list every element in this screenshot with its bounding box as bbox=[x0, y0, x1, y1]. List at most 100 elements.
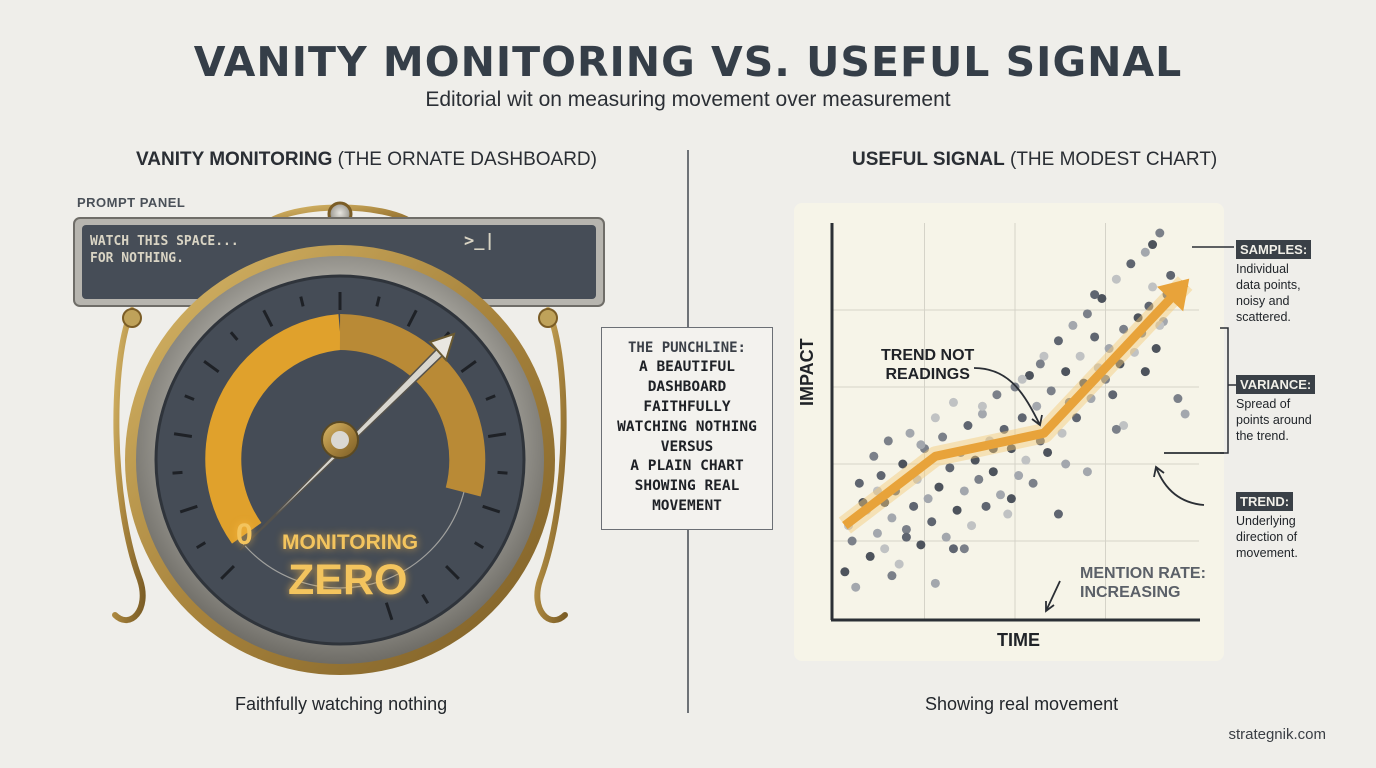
samples-tag: SAMPLES: bbox=[1236, 240, 1312, 259]
right-heading-bold: USEFUL SIGNAL bbox=[852, 149, 1005, 170]
data-point bbox=[1003, 509, 1013, 519]
data-point bbox=[1039, 351, 1049, 361]
data-point bbox=[1053, 336, 1063, 346]
data-point bbox=[948, 544, 958, 554]
data-point bbox=[1014, 471, 1024, 481]
gauge-tick bbox=[375, 296, 381, 307]
data-point bbox=[1108, 390, 1118, 400]
data-point bbox=[952, 505, 962, 515]
data-point bbox=[872, 528, 882, 538]
gauge-zero-mark: 0 bbox=[236, 518, 253, 551]
data-point bbox=[999, 424, 1009, 434]
x-axis-label: TIME bbox=[997, 630, 1040, 650]
gauge-value: ZERO bbox=[288, 556, 408, 604]
data-point bbox=[959, 486, 969, 496]
data-point bbox=[1148, 240, 1158, 250]
gauge-tick bbox=[497, 470, 508, 475]
prompt-panel-label: PROMPT PANEL bbox=[77, 195, 186, 210]
data-point bbox=[901, 532, 911, 542]
data-point bbox=[847, 536, 857, 546]
data-point bbox=[1017, 374, 1027, 384]
data-point bbox=[1082, 309, 1092, 319]
data-point bbox=[840, 567, 850, 577]
data-point bbox=[967, 521, 977, 531]
rate-callout-arrow bbox=[1045, 580, 1061, 613]
data-point bbox=[865, 551, 875, 561]
data-point bbox=[851, 582, 861, 592]
variance-annotation: VARIANCE: Spread of points around the tr… bbox=[1236, 375, 1316, 444]
punchline-line: A PLAIN CHART bbox=[630, 458, 744, 475]
samples-desc-line: data points, bbox=[1236, 278, 1301, 292]
footer-credit: strategnik.com bbox=[1228, 726, 1326, 743]
variance-desc-line: points around bbox=[1236, 413, 1312, 427]
data-point bbox=[974, 474, 984, 484]
gauge-label: MONITORING bbox=[282, 531, 419, 554]
gauge-tick bbox=[406, 309, 418, 328]
data-point bbox=[1155, 320, 1165, 330]
gauge-tick bbox=[229, 331, 239, 341]
data-point bbox=[996, 490, 1006, 500]
data-point bbox=[1173, 394, 1183, 404]
punchline-line: MOVEMENT bbox=[652, 497, 722, 514]
data-point bbox=[988, 467, 998, 477]
trend-callout-arrow bbox=[973, 367, 1043, 427]
data-point bbox=[1126, 259, 1136, 269]
data-point bbox=[1101, 374, 1110, 384]
gauge-tick bbox=[172, 470, 183, 475]
samples-desc-line: noisy and bbox=[1236, 294, 1290, 308]
punchline-line: SHOWING REAL bbox=[634, 478, 740, 495]
gauge-tick bbox=[460, 360, 477, 374]
data-point bbox=[1028, 478, 1038, 488]
data-point bbox=[977, 409, 987, 419]
trend-desc-line: movement. bbox=[1236, 546, 1298, 560]
data-point bbox=[1090, 290, 1100, 300]
punchline-line: A BEAUTIFUL bbox=[638, 359, 736, 376]
data-point bbox=[1119, 421, 1129, 430]
data-point bbox=[909, 501, 919, 511]
data-point bbox=[938, 432, 948, 442]
trend-line bbox=[842, 279, 1189, 530]
data-point bbox=[1086, 394, 1096, 404]
data-point bbox=[854, 478, 864, 488]
data-point bbox=[1035, 359, 1045, 369]
prompt-line-1: WATCH THIS SPACE... bbox=[90, 234, 239, 249]
data-point bbox=[959, 544, 969, 554]
rate-callout-line: MENTION RATE: bbox=[1080, 565, 1206, 582]
data-point bbox=[869, 451, 879, 461]
data-point bbox=[1068, 320, 1078, 330]
variance-tag: VARIANCE: bbox=[1236, 375, 1316, 394]
ornate-gauge-illustration bbox=[73, 201, 605, 675]
page-title: VANITY MONITORING VS. USEFUL SIGNAL bbox=[193, 38, 1183, 86]
data-point bbox=[934, 482, 944, 492]
data-point bbox=[1104, 344, 1114, 353]
data-point bbox=[1061, 459, 1071, 469]
data-point bbox=[1082, 467, 1092, 477]
left-caption: Faithfully watching nothing bbox=[235, 694, 448, 714]
trend-callout-line: TREND NOT bbox=[881, 347, 975, 364]
gauge-tick bbox=[262, 309, 274, 328]
data-point bbox=[941, 532, 951, 542]
data-point bbox=[880, 544, 890, 554]
left-heading-bold: VANITY MONITORING bbox=[136, 149, 333, 170]
data-point bbox=[887, 513, 897, 523]
gauge-tick bbox=[195, 541, 207, 550]
data-point bbox=[887, 571, 897, 581]
data-point bbox=[1144, 301, 1154, 311]
data-point bbox=[1180, 409, 1190, 419]
data-point bbox=[1111, 274, 1121, 284]
data-point bbox=[1133, 313, 1143, 323]
data-point bbox=[1075, 351, 1085, 361]
punchline-line: FAITHFULLY bbox=[643, 398, 731, 415]
right-caption: Showing real movement bbox=[925, 694, 1119, 714]
variance-desc-line: Spread of bbox=[1236, 397, 1291, 411]
punchline-heading: THE PUNCHLINE: bbox=[627, 340, 746, 357]
data-point bbox=[945, 463, 955, 473]
right-section-heading: USEFUL SIGNAL (THE MODEST CHART) bbox=[852, 149, 1217, 171]
gauge-tick bbox=[482, 504, 501, 514]
data-point bbox=[970, 455, 980, 465]
samples-desc-line: scattered. bbox=[1236, 310, 1291, 324]
prompt-cursor: >_| bbox=[464, 231, 495, 251]
data-point bbox=[916, 540, 926, 550]
gauge-arc-active bbox=[205, 314, 342, 544]
gauge-tick bbox=[184, 394, 195, 401]
